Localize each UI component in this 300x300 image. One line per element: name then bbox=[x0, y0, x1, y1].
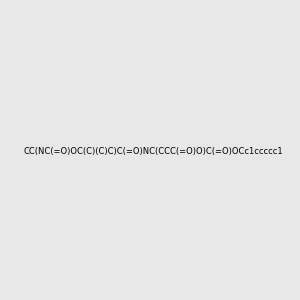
Text: CC(NC(=O)OC(C)(C)C)C(=O)NC(CCC(=O)O)C(=O)OCc1ccccc1: CC(NC(=O)OC(C)(C)C)C(=O)NC(CCC(=O)O)C(=O… bbox=[24, 147, 284, 156]
